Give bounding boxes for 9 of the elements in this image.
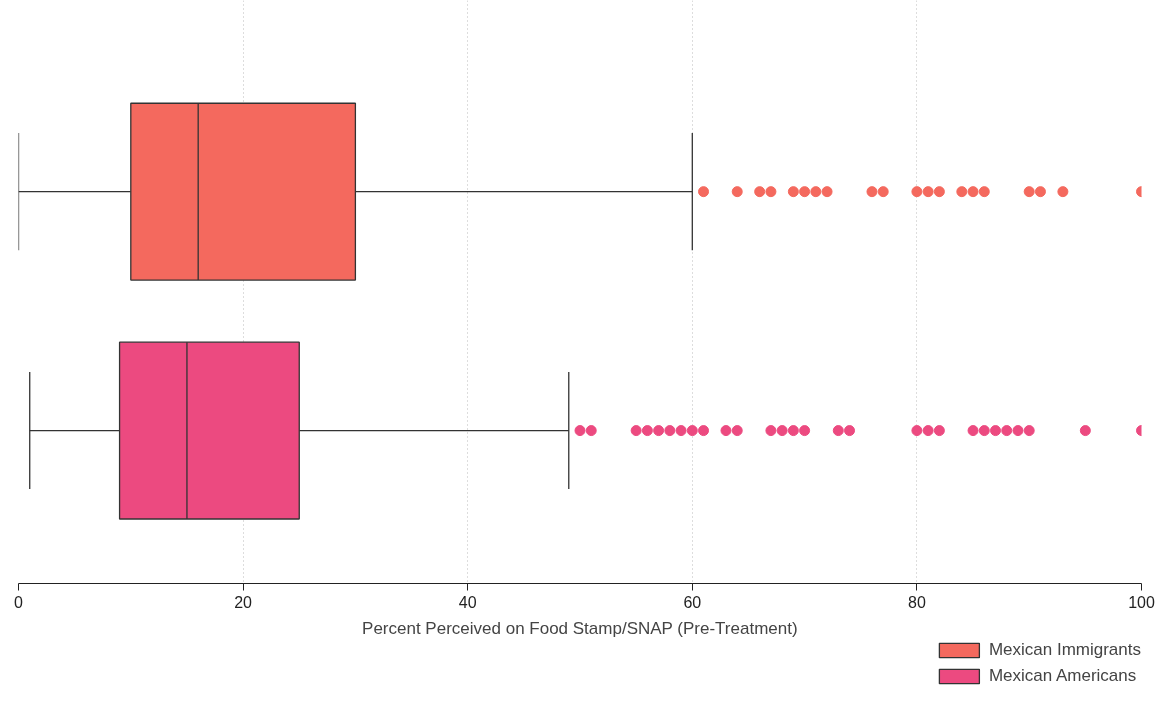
x-tick-label: 60 <box>683 593 702 611</box>
x-tick-label: 40 <box>458 593 477 611</box>
x-tick-label: 0 <box>14 593 24 611</box>
legend-label: Mexican Immigrants <box>988 640 1141 660</box>
legend-label: Mexican Americans <box>988 666 1137 686</box>
x-tick-label: 20 <box>234 593 253 611</box>
x-axis-title: Percent Perceived on Food Stamp/SNAP (Pre-Treatment) <box>362 618 798 638</box>
x-tick-label: 80 <box>908 593 926 611</box>
x-tick-label: 100 <box>1128 593 1155 611</box>
